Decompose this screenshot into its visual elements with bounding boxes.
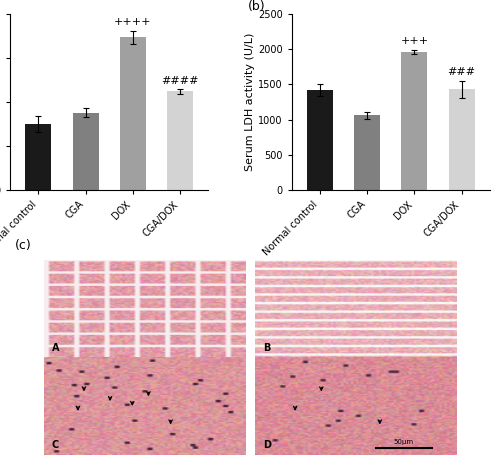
- Text: +++: +++: [400, 37, 428, 46]
- Text: ###: ###: [448, 67, 475, 77]
- Text: C: C: [52, 440, 59, 450]
- Text: A: A: [52, 343, 59, 352]
- Bar: [120, 37, 146, 190]
- Bar: [72, 113, 99, 190]
- Bar: [167, 91, 193, 190]
- Text: D: D: [263, 440, 271, 450]
- Bar: [26, 124, 52, 190]
- Bar: [448, 89, 474, 190]
- Bar: [402, 52, 427, 190]
- Text: 50μm: 50μm: [394, 439, 414, 445]
- Bar: [354, 116, 380, 190]
- Text: (c): (c): [15, 239, 32, 252]
- Text: (b): (b): [248, 0, 266, 13]
- Text: ++++: ++++: [114, 17, 152, 27]
- Text: ####: ####: [162, 76, 199, 86]
- Y-axis label: Serum LDH activity (U/L): Serum LDH activity (U/L): [245, 33, 255, 171]
- Bar: [307, 90, 333, 190]
- Text: B: B: [263, 343, 270, 352]
